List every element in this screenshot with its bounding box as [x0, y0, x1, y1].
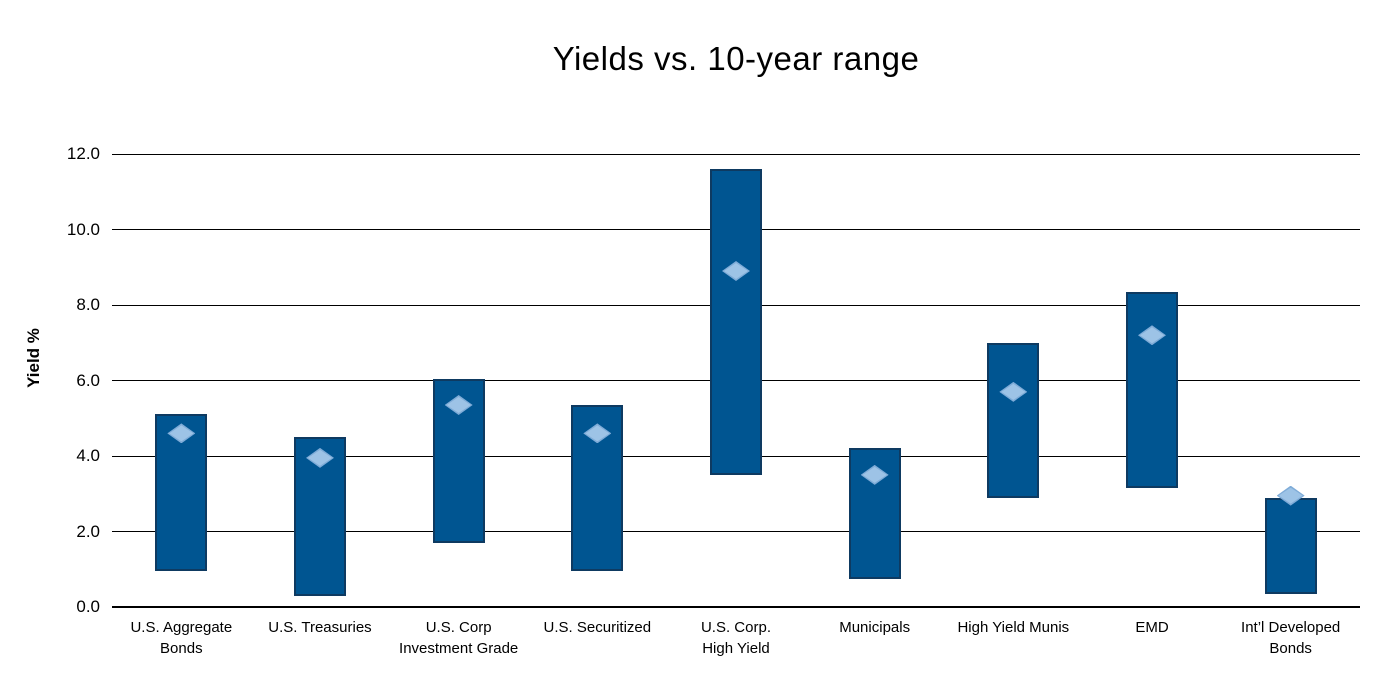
x-axis-line: [112, 606, 1360, 608]
x-category-label: U.S. Corp. High Yield: [700, 619, 771, 657]
x-category-label: Int’l Developed Bonds: [1241, 619, 1341, 657]
current-yield-marker-fill: [1140, 327, 1164, 344]
y-tick-label: 8.0: [76, 295, 100, 314]
range-bar: [1264, 497, 1317, 594]
current-yield-marker-icon: [999, 381, 1028, 402]
gridline: [112, 531, 1360, 532]
x-category-label: U.S. Aggregate Bonds: [130, 619, 233, 657]
y-tick-label: 4.0: [76, 446, 100, 465]
current-yield-marker-fill: [169, 425, 194, 442]
current-yield-marker-fill: [724, 263, 748, 280]
y-tick-label: 0.0: [76, 597, 100, 616]
range-bar: [155, 414, 208, 572]
x-category-label: U.S. Treasuries: [268, 619, 372, 636]
x-category-label: U.S. Securitized: [543, 619, 652, 636]
current-yield-marker-icon: [1138, 325, 1166, 346]
y-tick-label: 12.0: [66, 144, 100, 163]
current-yield-marker-icon: [860, 464, 889, 485]
current-yield-marker-icon: [722, 261, 750, 282]
current-yield-marker-fill: [585, 425, 610, 442]
range-bar: [294, 437, 346, 596]
current-yield-marker-fill: [1001, 383, 1026, 400]
current-yield-marker-icon: [444, 395, 473, 416]
range-bar: [710, 169, 762, 475]
chart-title: Yields vs. 10-year range: [552, 40, 920, 77]
y-tick-label: 6.0: [76, 370, 100, 390]
x-category-label: U.S. Corp Investment Grade: [399, 619, 519, 657]
current-yield-marker-icon: [167, 423, 196, 444]
current-yield-marker-icon: [306, 447, 334, 468]
current-yield-marker-icon: [1276, 485, 1305, 506]
current-yield-marker-icon: [583, 423, 612, 444]
current-yield-marker-fill: [446, 397, 471, 414]
x-category-label: Municipals: [839, 619, 911, 636]
current-yield-marker-fill: [308, 449, 332, 466]
current-yield-marker-fill: [1278, 487, 1303, 504]
range-bar: [571, 405, 624, 572]
x-category-label: EMD: [1135, 619, 1169, 636]
y-tick-label: 2.0: [76, 521, 100, 541]
gridline: [112, 153, 1360, 155]
range-bar: [1126, 291, 1178, 489]
y-tick-label: 10.0: [66, 219, 100, 239]
range-bar: [987, 342, 1040, 498]
x-category-label: High Yield Munis: [957, 619, 1070, 636]
y-axis-title: Yield %: [24, 328, 43, 388]
current-yield-marker-fill: [862, 466, 887, 483]
